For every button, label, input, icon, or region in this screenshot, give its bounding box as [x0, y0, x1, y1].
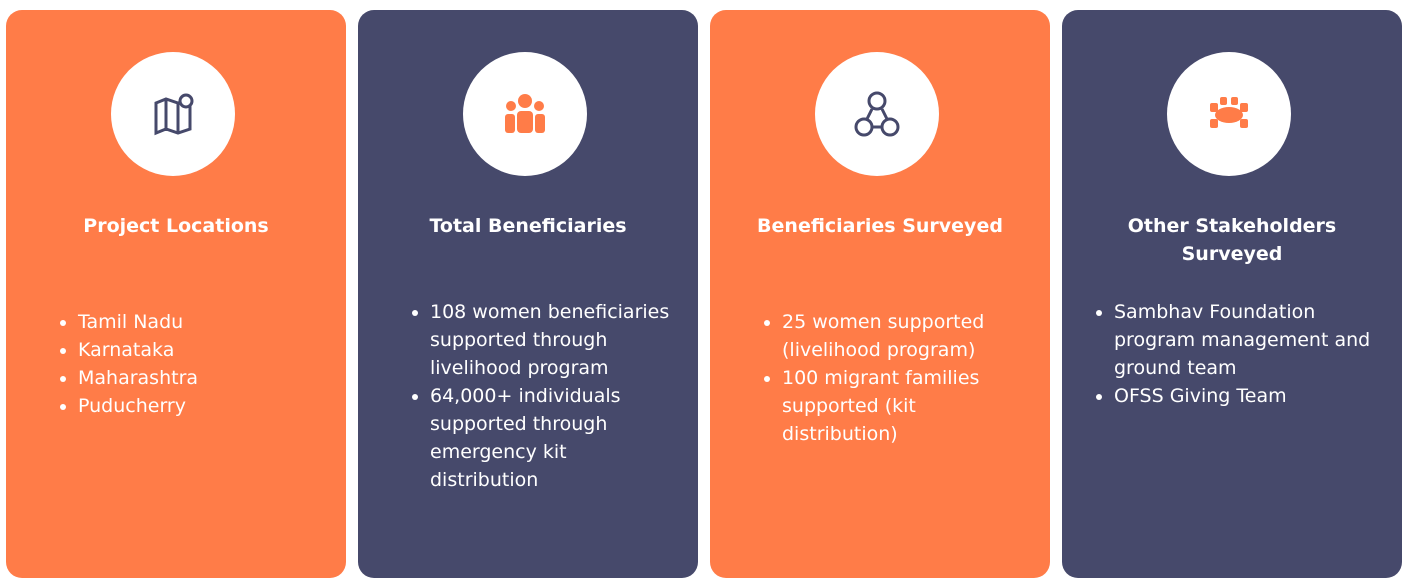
list: Tamil Nadu Karnataka Maharashtra Puduche…	[56, 308, 326, 420]
list: 25 women supported (livelihood program) …	[760, 308, 1030, 448]
card-title: Other Stakeholders Surveyed	[1127, 215, 1337, 265]
icon	[111, 52, 235, 176]
item: Sambhav Foundation program management an…	[1114, 298, 1382, 382]
item: 64,000+ individuals supported through em…	[430, 382, 678, 494]
card-title: Project Locations	[83, 215, 269, 237]
item: Puducherry	[78, 392, 326, 420]
card: Total Beneficiaries 108 women beneficiar…	[358, 10, 698, 578]
list: 108 women beneficiaries supported throug…	[408, 298, 678, 494]
icon	[1167, 52, 1291, 176]
card-title: Total Beneficiaries	[429, 215, 627, 237]
icon	[463, 52, 587, 176]
item: 108 women beneficiaries supported throug…	[430, 298, 678, 382]
card-title: Beneficiaries Surveyed	[757, 215, 1003, 237]
item: Maharashtra	[78, 364, 326, 392]
icon	[815, 52, 939, 176]
item: 25 women supported (livelihood program)	[782, 308, 1030, 364]
card: Other Stakeholders Surveyed Sambhav Foun…	[1062, 10, 1402, 578]
list: Sambhav Foundation program management an…	[1092, 298, 1382, 410]
item: Tamil Nadu	[78, 308, 326, 336]
item: OFSS Giving Team	[1114, 382, 1382, 410]
item: 100 migrant families supported (kit dist…	[782, 364, 1030, 448]
card: Project Locations Tamil Nadu Karnataka M…	[6, 10, 346, 578]
card: Beneficiaries Surveyed 25 women supporte…	[710, 10, 1050, 578]
item: Karnataka	[78, 336, 326, 364]
